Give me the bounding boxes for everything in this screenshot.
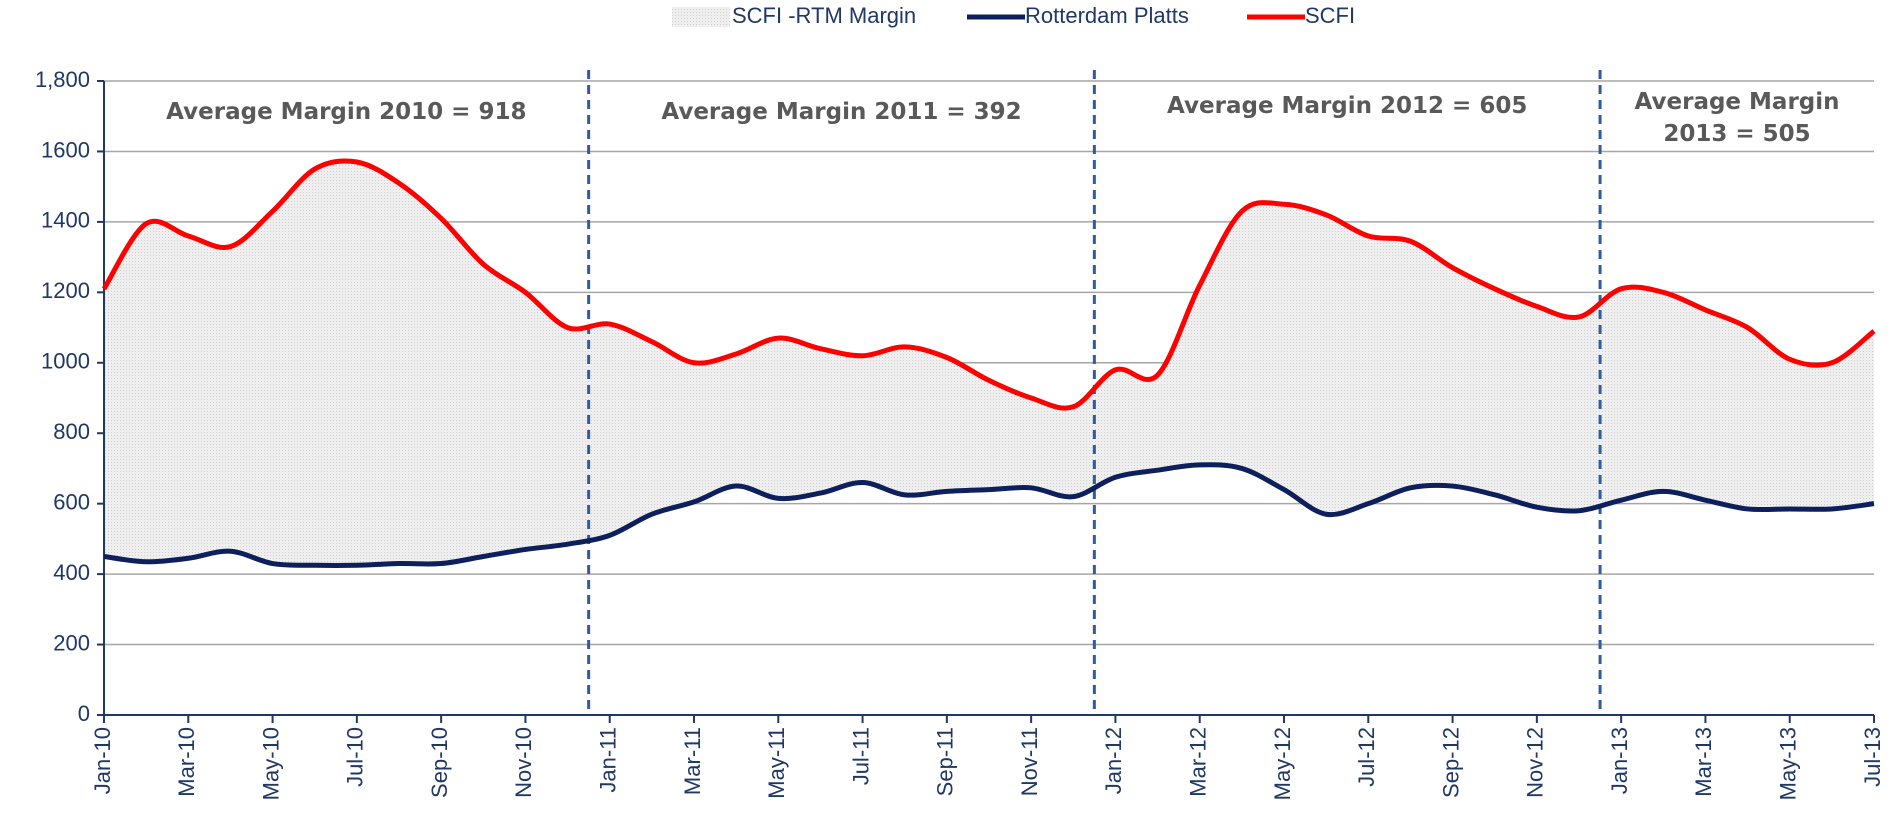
x-tick-label: May-10 — [258, 727, 283, 800]
y-tick-label: 0 — [78, 701, 90, 726]
x-tick-label: Jan-10 — [90, 727, 115, 794]
line — [101, 158, 1876, 411]
y-tick-label: 200 — [53, 630, 90, 655]
x-tick-label: May-11 — [764, 727, 789, 799]
legend-label: SCFI — [1305, 3, 1355, 28]
x-tick-label: Mar-10 — [174, 727, 199, 797]
x-tick-label: May-12 — [1270, 727, 1295, 800]
x-tick-label: Nov-10 — [511, 727, 536, 798]
y-tick-label: 1400 — [41, 208, 90, 233]
x-tick-label: Jan-13 — [1607, 727, 1632, 794]
y-tick-label: 1200 — [41, 278, 90, 303]
y-tick-label: 800 — [53, 419, 90, 444]
annotation: Average Margin 2013 = 505 — [1634, 89, 1840, 147]
x-tick-label: Jul-12 — [1354, 727, 1379, 787]
margin-area — [104, 160, 1874, 566]
y-tick-label: 1600 — [41, 137, 90, 162]
line — [103, 462, 1875, 569]
annotation: Average Margin 2012 = 605 — [1167, 93, 1528, 119]
x-tick-label: Sep-11 — [933, 727, 958, 796]
x-tick-label: Jan-11 — [596, 727, 621, 793]
x-tick-label: Mar-13 — [1691, 727, 1716, 797]
x-tick-label: Mar-11 — [680, 727, 705, 795]
x-tick-label: Nov-11 — [1017, 727, 1042, 796]
legend-label: Rotterdam Platts — [1025, 3, 1189, 28]
x-tick-label: Sep-10 — [427, 727, 452, 798]
x-tick-label: Jul-10 — [343, 727, 368, 787]
x-tick-label: May-13 — [1776, 727, 1801, 800]
x-tick-label: Jan-12 — [1101, 727, 1126, 794]
annotation: Average Margin 2010 = 918 — [166, 99, 527, 125]
x-tick-label: Mar-12 — [1186, 727, 1211, 797]
y-tick-label: 1,800 — [35, 67, 90, 92]
x-tick-label: Nov-12 — [1523, 727, 1548, 798]
x-tick-label: Jul-11 — [848, 727, 873, 785]
y-tick-label: 1000 — [41, 349, 90, 374]
annotation: Average Margin 2011 = 392 — [661, 99, 1022, 125]
legend-label: SCFI -RTM Margin — [732, 3, 916, 28]
x-tick-label: Sep-12 — [1438, 727, 1463, 798]
x-tick-label: Jul-13 — [1860, 727, 1885, 787]
legend-swatch — [672, 7, 730, 27]
y-tick-label: 600 — [53, 489, 90, 514]
y-tick-label: 400 — [53, 560, 90, 585]
